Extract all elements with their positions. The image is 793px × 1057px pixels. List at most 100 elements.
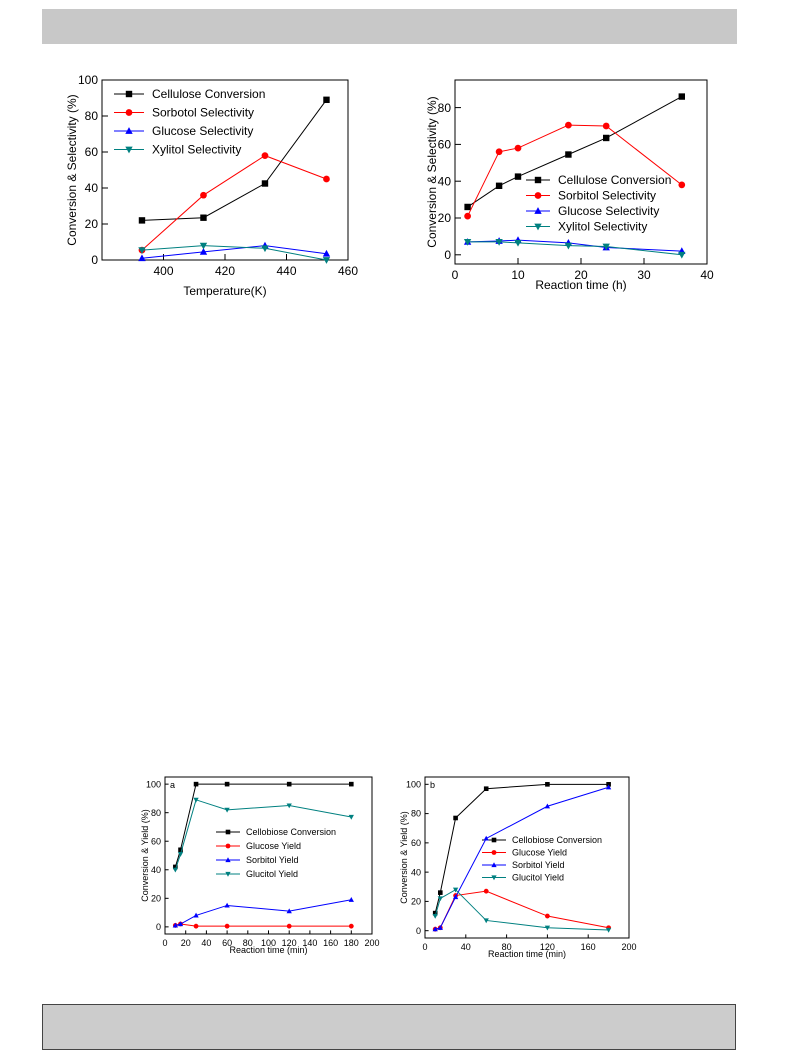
data-point [678,181,686,189]
data-point [514,239,522,247]
panel-label: a [170,780,175,790]
x-tick-label: 180 [344,938,359,948]
legend-label: Cellulose Conversion [152,87,265,101]
y-tick-label: 20 [85,217,99,231]
panel-label: b [430,780,435,790]
legend-marker [534,176,542,184]
data-point [177,852,184,857]
data-point [348,896,354,902]
y-tick-label: 100 [146,779,161,789]
series-line [434,783,609,914]
x-tick-label: 80 [243,938,253,948]
y-tick-label: 0 [156,922,161,932]
data-point [602,122,610,130]
legend-label: Cellulose Conversion [558,173,671,187]
x-tick-label: 120 [282,938,297,948]
series-xylitol-selectivity [138,242,331,264]
data-point [323,96,330,103]
series-line [467,241,682,256]
series-line [141,245,327,259]
data-point [464,203,471,211]
legend-entry-cellobiose-conversion: Cellobiose Conversion [216,827,336,837]
data-point [463,239,472,246]
data-point [173,864,178,870]
y-tick-label: 20 [151,893,161,903]
x-axis-label: Temperature(K) [183,284,266,298]
legend-entry-glucose-yield: Glucose Yield [482,848,567,858]
legend-entry-xylitol-selectivity: Xylitol Selectivity [114,143,241,157]
y-tick-label: 40 [151,865,161,875]
data-point [138,254,146,262]
legend-marker [225,843,231,849]
x-tick-label: 10 [511,268,525,282]
data-point [495,182,503,189]
series-line [467,96,683,208]
y-tick-label: 80 [411,809,421,819]
data-point [514,173,522,180]
x-tick-label: 460 [338,264,358,278]
legend-label: Cellobiose Conversion [512,835,602,845]
header-band [42,9,737,44]
data-point [544,803,551,809]
y-tick-label: 20 [438,211,452,225]
x-tick-label: 200 [364,938,379,948]
data-point [453,815,458,821]
x-tick-label: 40 [700,268,714,282]
legend-label: Glucose Yield [512,848,567,858]
data-point [437,924,443,930]
data-point [452,894,459,900]
series-line [435,786,609,930]
data-point [224,923,230,929]
data-point [483,835,489,841]
data-point [544,925,551,931]
series-sorbotol-selectivity [138,152,330,254]
x-tick-label: 400 [153,264,173,278]
data-point [199,248,208,255]
legend-label: Glucose Yield [246,841,301,851]
legend-marker [125,109,133,116]
y-tick-label: 60 [151,836,161,846]
data-point [172,867,178,873]
data-point [564,242,573,250]
legend-marker [125,127,133,134]
data-point [432,913,438,919]
data-point [172,922,178,928]
data-point [602,243,610,251]
series-line [435,890,609,930]
legend-entry-cellulose-conversion: Cellulose Conversion [114,87,265,101]
data-point [606,782,611,787]
data-point [464,212,471,220]
data-point [193,781,199,787]
data-point [193,797,199,803]
series-line [141,99,327,221]
x-tick-label: 0 [162,938,167,948]
legend-label: Sorbitol Yield [246,855,299,865]
x-axis-label: Reaction time (h) [535,278,626,292]
data-point [178,847,183,853]
data-point [138,217,146,224]
legend-label: Glucose Selectivity [558,204,659,218]
legend-entry-cellobiose-conversion: Cellobiose Conversion [482,835,602,845]
data-point [200,191,207,199]
legend-marker [534,207,542,214]
data-point [432,926,438,932]
data-point [678,251,686,259]
y-tick-label: 80 [151,808,161,818]
data-point [261,152,269,159]
x-tick-label: 0 [452,268,459,282]
data-point [199,242,208,250]
x-tick-label: 40 [201,938,211,948]
data-point [286,803,292,809]
legend-marker [225,829,231,835]
data-point [495,148,503,156]
data-point [349,781,354,787]
data-point [177,921,184,927]
y-tick-label: 20 [411,897,421,907]
data-point [261,245,269,253]
data-point [348,923,354,929]
series-sorbitol-yield [432,784,612,932]
legend-marker [125,146,133,154]
data-point [261,180,269,187]
